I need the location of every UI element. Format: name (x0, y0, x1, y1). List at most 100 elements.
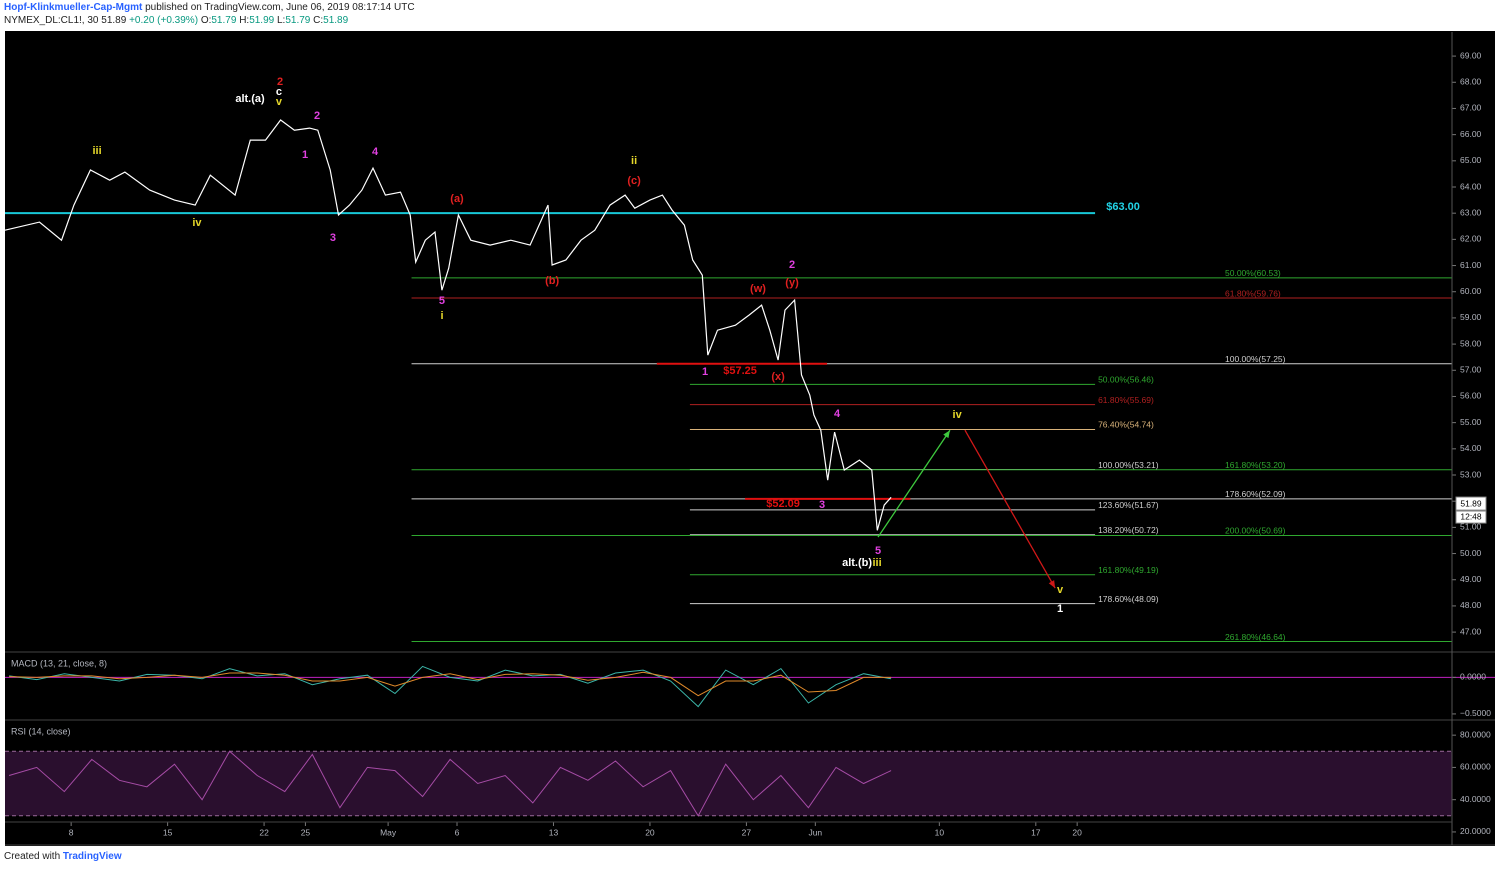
y-tick-label: 64.00 (1460, 181, 1482, 191)
x-tick-label: Jun (808, 827, 822, 837)
ohlc-key: O: (200, 15, 212, 26)
footer: Created with TradingView (4, 851, 122, 862)
wave-label: (b) (545, 275, 559, 287)
ohlc-value: 51.79 (211, 15, 237, 26)
y-tick-label: 57.00 (1460, 365, 1482, 375)
wave-label: 2 (277, 76, 283, 88)
level-label: 161.80%(49.19) (1098, 565, 1159, 575)
wave-label: 4 (372, 146, 379, 158)
level-label: 76.40%(54.74) (1098, 420, 1154, 430)
y-tick-label: 62.00 (1460, 234, 1482, 244)
wave-label: iv (192, 217, 202, 229)
brand[interactable]: TradingView (62, 851, 122, 862)
ohlc-key: C: (313, 15, 324, 26)
y-tick-label: 61.00 (1460, 260, 1482, 270)
y-tick-label: 53.00 (1460, 469, 1482, 479)
wave-label: 5 (875, 545, 881, 557)
wave-label: iv (953, 409, 963, 421)
x-tick-label: 22 (259, 827, 269, 837)
x-tick-label: 13 (549, 827, 559, 837)
x-tick-label: 8 (69, 827, 74, 837)
wave-label: 3 (330, 232, 336, 244)
level-label: 261.80%(46.64) (1225, 632, 1286, 642)
y-tick-label: 56.00 (1460, 391, 1482, 401)
ohlc-key: L: (277, 15, 286, 26)
countdown: 12:48 (1460, 511, 1482, 521)
level-label: 100.00%(57.25) (1225, 354, 1286, 364)
y-tick-label: 0.0000 (1460, 672, 1486, 682)
y-tick-label: 55.00 (1460, 417, 1482, 427)
level-label: 178.60%(48.09) (1098, 594, 1159, 604)
arrow-head (1048, 580, 1056, 589)
y-tick-label: 47.00 (1460, 626, 1482, 636)
y-tick-label: 54.00 (1460, 443, 1482, 453)
wave-label: c (276, 86, 282, 98)
wave-label: alt.(a) (235, 93, 265, 105)
wave-label: i (440, 310, 443, 322)
level-label: 138.20%(50.72) (1098, 525, 1159, 535)
y-tick-label: 48.00 (1460, 600, 1482, 610)
change: +0.20 (+0.39%) (129, 15, 199, 26)
level-label: 100.00%(53.21) (1098, 460, 1159, 470)
wave-label: 2 (314, 110, 320, 122)
wave-label: 1 (302, 149, 308, 161)
background (5, 31, 1495, 846)
wave-label: alt.(b) (842, 557, 872, 569)
wave-label: v (276, 96, 283, 108)
x-tick-label: 15 (163, 827, 173, 837)
y-tick-label: 59.00 (1460, 312, 1482, 322)
created: Created with (4, 851, 61, 862)
y-tick-label: 65.00 (1460, 155, 1482, 165)
x-tick-label: May (380, 827, 397, 837)
ohlc-value: 51.99 (249, 15, 275, 26)
y-tick-label: 20.0000 (1460, 826, 1491, 836)
y-tick-label: 51.00 (1460, 522, 1482, 532)
level-label: 161.80%(53.20) (1225, 460, 1286, 470)
arrow (964, 429, 1056, 589)
wave-label: (y) (785, 277, 799, 289)
wave-label: 2 (789, 259, 795, 271)
pane-title: RSI (14, close) (11, 726, 71, 736)
series-line (9, 671, 892, 697)
y-tick-label: 60.0000 (1460, 762, 1491, 772)
y-tick-label: 40.0000 (1460, 794, 1491, 804)
symbol-line: NYMEX_DL:CL1!, 30 51.89 +0.20 (+0.39%) O… (4, 15, 348, 26)
ohlc-value: 51.79 (285, 15, 311, 26)
last-price-box (1455, 496, 1487, 511)
y-tick-label: 58.00 (1460, 338, 1482, 348)
x-tick-label: 20 (645, 827, 655, 837)
level-label: 50.00%(56.46) (1098, 375, 1154, 385)
wave-label: 5 (439, 295, 445, 307)
last-price: 51.89 (1460, 498, 1482, 508)
level-label: 61.80%(59.76) (1225, 288, 1281, 298)
y-tick-label: 68.00 (1460, 77, 1482, 87)
y-tick-label: 66.00 (1460, 129, 1482, 139)
x-tick-label: 25 (301, 827, 311, 837)
last: 51.89 (101, 15, 127, 26)
y-tick-label: 69.00 (1460, 50, 1482, 60)
author[interactable]: Hopf-Klinkmueller-Cap-Mgmt (4, 2, 143, 13)
wave-label: v (1057, 584, 1064, 596)
wave-label: $52.09 (766, 498, 800, 510)
wave-label: 1 (702, 366, 708, 378)
x-tick-label: 10 (935, 827, 945, 837)
countdown-box (1455, 510, 1487, 524)
y-tick-label: 80.0000 (1460, 729, 1491, 739)
ohlc-key: H: (239, 15, 250, 26)
chart: 69.00 68.00 67.00 66.00 65.00 64.00 63.00 62.00… (4, 31, 1495, 846)
y-tick-label: 50.00 (1460, 548, 1482, 558)
series-line (9, 665, 892, 708)
ohlc: O:51.79 H:51.99 L:51.79 C:51.89 (201, 15, 348, 26)
pane-title: MACD (13, 21, close, 8) (11, 658, 107, 668)
wave-label: 3 (819, 499, 825, 511)
level-label: 50.00%(60.53) (1225, 268, 1281, 278)
y-tick-label: 63.00 (1460, 207, 1482, 217)
wave-label: 1 (1057, 603, 1063, 615)
wave-label: (x) (771, 371, 785, 383)
published: published on TradingView.com, June 06, 2… (145, 2, 415, 13)
level-label: 200.00%(50.69) (1225, 526, 1286, 536)
x-tick-label: 20 (1072, 827, 1082, 837)
y-tick-label: −0.5000 (1460, 708, 1491, 718)
x-tick-label: 6 (455, 827, 460, 837)
